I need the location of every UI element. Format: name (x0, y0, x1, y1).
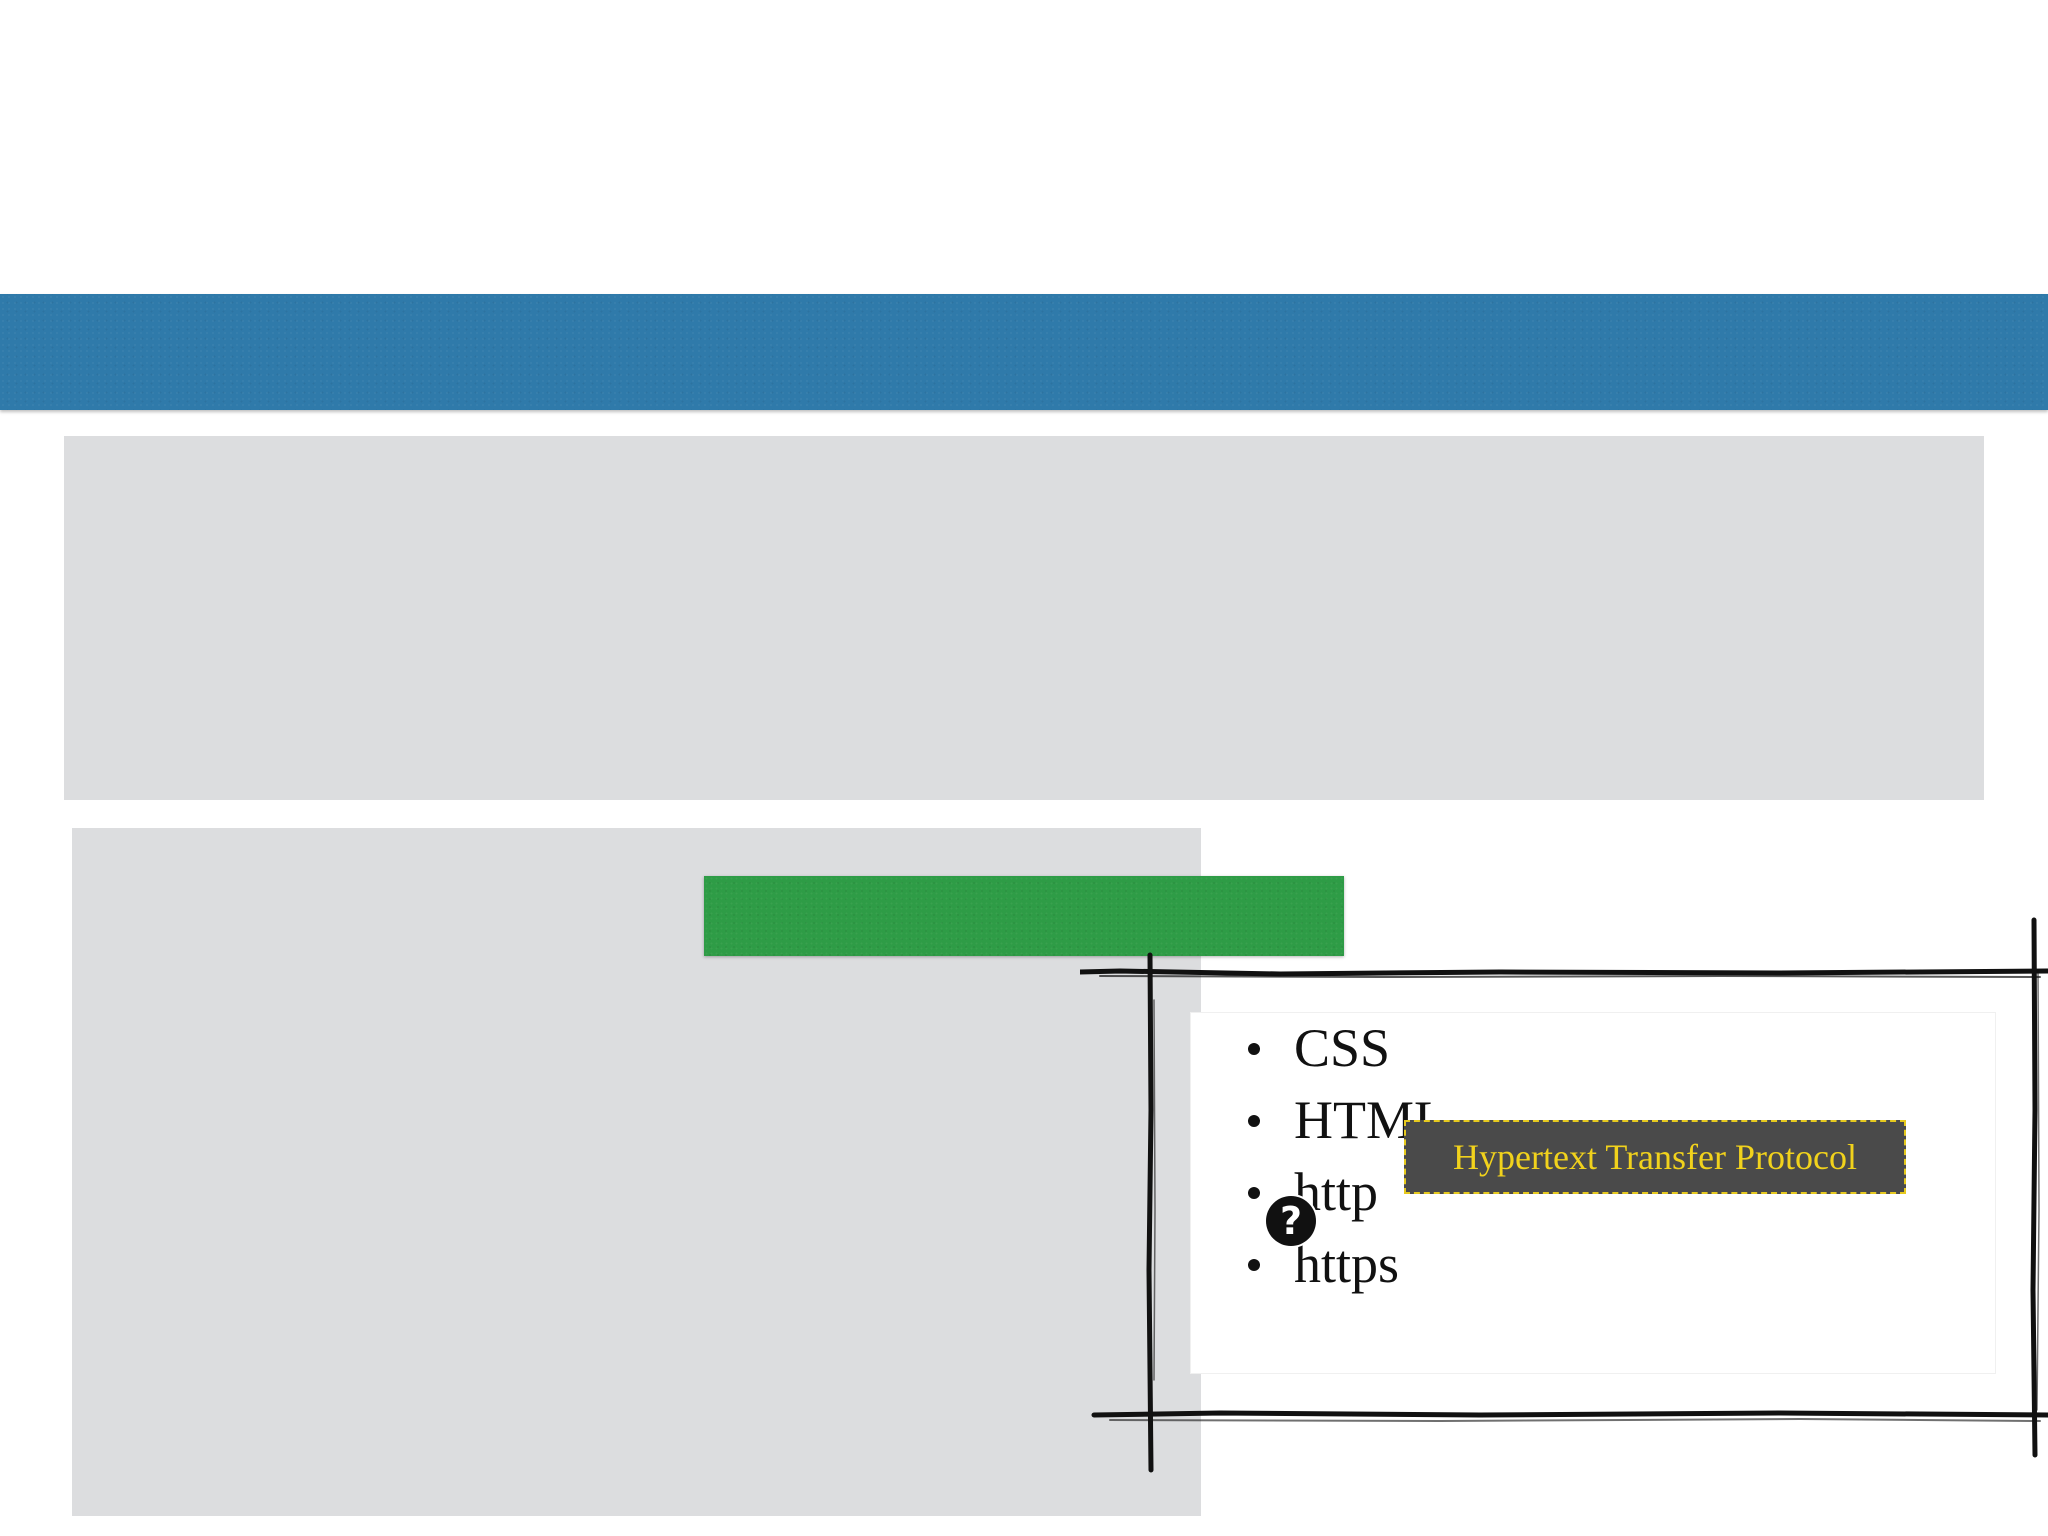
bullet-dot (1248, 1043, 1260, 1055)
sketch-frame-lines (1080, 917, 2048, 1473)
top-placeholder-panel (64, 436, 1984, 800)
question-circle-icon[interactable]: ? (1266, 1196, 1316, 1246)
bullet-dot (1248, 1115, 1260, 1127)
list-item[interactable]: https (1240, 1228, 1447, 1300)
sketch-frame (1080, 910, 2048, 1480)
tooltip: Hypertext Transfer Protocol (1404, 1120, 1906, 1194)
bullet-dot (1248, 1259, 1260, 1271)
green-banner (704, 876, 1344, 956)
list-item[interactable]: CSS (1240, 1012, 1447, 1084)
list-item-label: CSS (1294, 1018, 1391, 1078)
header-band (0, 294, 2048, 410)
bullet-dot (1248, 1187, 1260, 1199)
list-item-label: https (1294, 1234, 1400, 1294)
